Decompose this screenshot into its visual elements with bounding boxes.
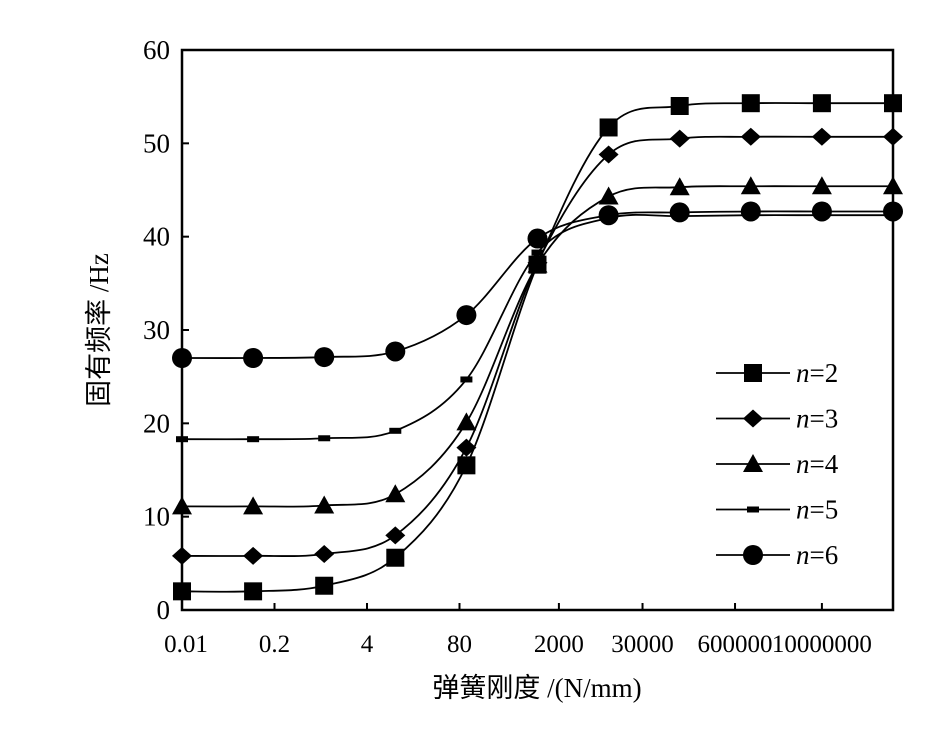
square-marker bbox=[812, 94, 831, 113]
triangle-marker bbox=[456, 412, 477, 431]
legend-label: n=4 bbox=[796, 449, 839, 479]
circle-marker bbox=[385, 341, 406, 362]
dash-marker bbox=[247, 436, 260, 443]
dash-marker bbox=[747, 506, 759, 513]
triangle-marker bbox=[811, 176, 832, 195]
circle-marker bbox=[740, 201, 761, 222]
y-tick-label: 50 bbox=[143, 128, 170, 158]
x-tick-label: 0.01 bbox=[164, 631, 208, 658]
legend: n=2 n=3 n=4 n=5 n=6 bbox=[716, 358, 839, 570]
legend-label: n=2 bbox=[796, 358, 838, 388]
y-tick-label: 0 bbox=[157, 595, 171, 625]
square-marker bbox=[599, 118, 618, 137]
x-tick-label: 30000 bbox=[611, 631, 674, 658]
circle-marker bbox=[243, 348, 264, 368]
y-tick-label: 30 bbox=[143, 315, 170, 345]
square-marker bbox=[670, 97, 689, 115]
y-tick-label: 40 bbox=[143, 222, 170, 252]
triangle-marker bbox=[527, 254, 548, 273]
diamond-marker bbox=[314, 545, 335, 563]
triangle-marker bbox=[598, 186, 619, 205]
x-tick-label: 10000000 bbox=[772, 631, 872, 658]
series-n=4 bbox=[172, 176, 903, 515]
series-line bbox=[181, 213, 893, 441]
axes: 0 10 20 30 40 50 60 0.01 0.2 4 80 2000 30000 600000 10… bbox=[143, 35, 895, 658]
dash-marker bbox=[389, 427, 402, 434]
square-marker bbox=[244, 582, 263, 601]
series-line bbox=[181, 102, 893, 593]
y-axis-label: 固有频率 /Hz bbox=[84, 253, 114, 407]
legend-item: n=5 bbox=[716, 495, 838, 525]
x-tick-label: 600000 bbox=[698, 631, 773, 658]
square-marker bbox=[744, 364, 762, 382]
triangle-marker bbox=[740, 176, 761, 195]
legend-item: n=4 bbox=[716, 449, 839, 479]
dash-marker bbox=[460, 376, 473, 383]
circle-marker bbox=[743, 545, 763, 565]
series-line bbox=[181, 135, 894, 557]
y-tick-label: 60 bbox=[143, 35, 170, 65]
x-tick-label: 2000 bbox=[534, 631, 584, 658]
legend-item: n=6 bbox=[716, 540, 838, 570]
triangle-marker bbox=[385, 484, 406, 503]
y-tick-label: 20 bbox=[143, 408, 170, 438]
diamond-marker bbox=[669, 129, 690, 148]
circle-marker bbox=[527, 228, 548, 249]
legend-label: n=5 bbox=[796, 495, 838, 525]
circle-marker bbox=[598, 205, 619, 226]
legend-label: n=3 bbox=[796, 404, 838, 434]
series-line bbox=[181, 185, 893, 508]
circle-marker bbox=[669, 202, 690, 223]
diamond-marker bbox=[243, 546, 264, 565]
square-marker bbox=[741, 94, 760, 113]
triangle-marker bbox=[743, 454, 763, 472]
circle-marker bbox=[314, 347, 335, 368]
x-tick-label: 4 bbox=[361, 631, 374, 658]
x-tick-label: 80 bbox=[447, 631, 472, 658]
triangle-marker bbox=[669, 177, 690, 196]
diamond-marker bbox=[811, 127, 832, 146]
x-tick-label: 0.2 bbox=[259, 631, 290, 658]
plot-area bbox=[172, 94, 903, 601]
square-marker bbox=[315, 576, 334, 595]
dash-marker bbox=[531, 249, 544, 256]
triangle-marker bbox=[314, 495, 335, 514]
x-axis-label: 弹簧刚度 /(N/mm) bbox=[432, 673, 641, 703]
circle-marker bbox=[456, 305, 477, 326]
diamond-marker bbox=[743, 409, 763, 428]
triangle-marker bbox=[243, 496, 264, 515]
diamond-marker bbox=[385, 526, 406, 545]
circle-marker bbox=[811, 201, 832, 222]
series-n=6 bbox=[172, 201, 903, 368]
legend-item: n=2 bbox=[716, 358, 838, 388]
series-n=3 bbox=[172, 127, 903, 565]
legend-label: n=6 bbox=[796, 540, 838, 570]
square-marker bbox=[386, 548, 405, 567]
plot-frame bbox=[180, 48, 895, 612]
square-marker bbox=[457, 456, 476, 475]
dash-marker bbox=[318, 435, 331, 442]
diamond-marker bbox=[598, 145, 619, 164]
legend-item: n=3 bbox=[716, 404, 838, 434]
y-tick-label: 10 bbox=[143, 502, 170, 532]
diamond-marker bbox=[740, 127, 761, 146]
diamond-marker bbox=[456, 438, 477, 457]
series-n=2 bbox=[173, 94, 902, 601]
